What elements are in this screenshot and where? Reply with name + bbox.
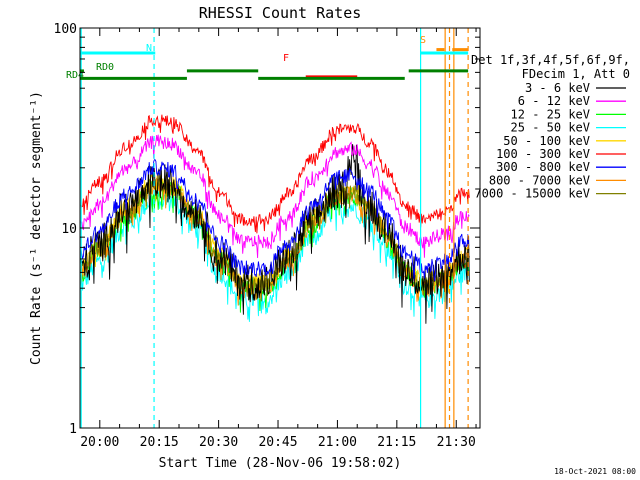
state-label-f: F (283, 53, 289, 64)
legend-header-line-2: FDecim 1, Att 0 (522, 67, 630, 81)
series-line-5 (80, 114, 470, 234)
x-tick-label-1: 20:15 (140, 435, 179, 450)
x-axis-label: Start Time (28-Nov-06 19:58:02) (159, 456, 402, 471)
y-tick-label-0: 1 (69, 422, 77, 437)
chart-title: RHESSI Count Rates (199, 4, 362, 22)
x-tick-label-0: 20:00 (80, 435, 119, 450)
legend-label-0: 3 - 6 keV (525, 81, 590, 95)
series-line-3 (80, 189, 470, 322)
y-tick-label-2: 100 (54, 22, 77, 37)
legend-label-5: 100 - 300 keV (496, 147, 590, 161)
x-tick-label-6: 21:30 (437, 435, 476, 450)
state-label-s: S (420, 35, 426, 46)
state-label-rd4: RD4 (66, 70, 84, 81)
legend-label-8: 7000 - 15000 keV (474, 187, 590, 201)
x-tick-label-3: 20:45 (258, 435, 297, 450)
legend-label-4: 50 - 100 keV (503, 134, 590, 148)
state-label-n: N (146, 43, 152, 54)
footer-date: 18-Oct-2021 08:00 (554, 467, 636, 476)
x-axis: 20:00 20:15 20:30 20:45 21:00 21:15 21:30 (79, 28, 477, 450)
legend: Det 1f,3f,4f,5f,6f,9f, FDecim 1, Att 0 3… (471, 53, 630, 201)
series-line-0 (79, 144, 470, 324)
series-line-6 (79, 159, 470, 282)
x-tick-label-5: 21:15 (377, 435, 416, 450)
state-bar-layer: N F S RD0 RD4 (66, 35, 469, 81)
y-axis-label: Count Rate (s⁻¹ detector segment⁻¹) (29, 91, 44, 365)
legend-label-3: 25 - 50 keV (511, 121, 590, 135)
legend-label-1: 6 - 12 keV (518, 94, 590, 108)
state-label-rd0: RD0 (96, 62, 114, 73)
legend-header-line-1: Det 1f,3f,4f,5f,6f,9f, (471, 53, 630, 67)
legend-label-6: 300 - 800 keV (496, 160, 590, 174)
y-axis: 1 10 100 (54, 22, 480, 437)
series-layer (79, 114, 470, 324)
y-tick-label-1: 10 (61, 222, 77, 237)
x-tick-label-2: 20:30 (199, 435, 238, 450)
legend-label-7: 800 - 7000 keV (489, 173, 590, 187)
legend-label-2: 12 - 25 keV (511, 107, 590, 121)
series-line-1 (79, 134, 470, 259)
x-tick-label-4: 21:00 (318, 435, 357, 450)
